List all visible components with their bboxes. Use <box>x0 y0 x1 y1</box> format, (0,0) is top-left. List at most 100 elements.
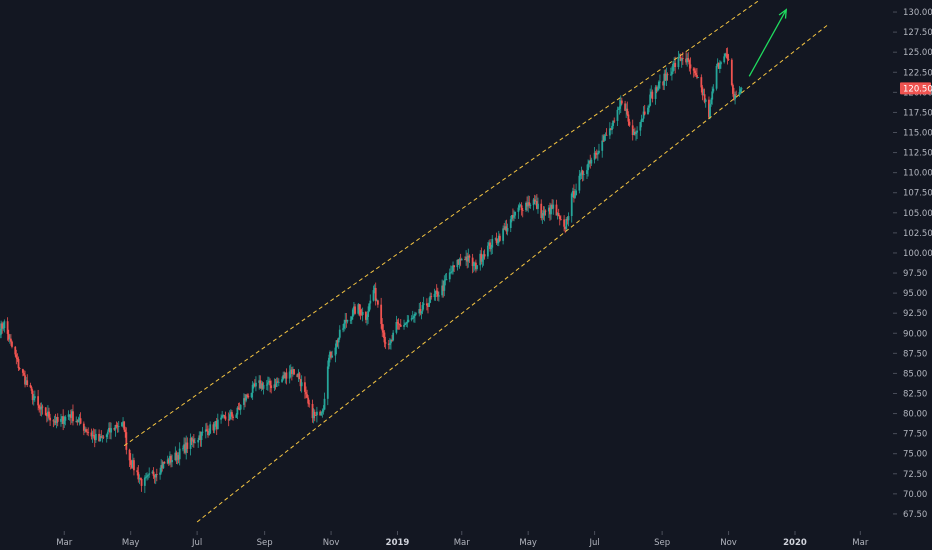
arrow-shaft[interactable] <box>748 9 787 77</box>
channel-upper-line[interactable] <box>123 0 771 447</box>
candle <box>221 410 224 419</box>
candle <box>37 389 40 411</box>
candle <box>390 338 392 350</box>
candle <box>206 422 208 432</box>
candle <box>220 414 222 424</box>
y-tick-label: 90.00 <box>903 329 927 339</box>
candle <box>273 378 276 391</box>
candle <box>368 303 371 313</box>
candle <box>540 199 543 221</box>
candle <box>176 452 179 465</box>
candle <box>641 118 644 123</box>
candle <box>723 53 726 64</box>
arrow-head[interactable] <box>778 8 788 19</box>
candle <box>404 322 407 326</box>
candle <box>64 415 67 426</box>
candle <box>300 375 303 393</box>
candle <box>79 412 82 425</box>
candle <box>483 249 486 260</box>
candle <box>696 67 698 80</box>
candle <box>162 461 165 470</box>
candle <box>726 47 729 65</box>
candle <box>383 330 386 348</box>
candle <box>154 473 157 485</box>
candle <box>0 320 2 339</box>
candle <box>613 117 616 124</box>
y-tick-label: 67.50 <box>903 510 927 520</box>
candle <box>3 319 6 333</box>
candle <box>482 250 485 266</box>
candle <box>63 415 66 429</box>
candle <box>250 392 253 399</box>
candle <box>189 433 192 456</box>
channel-lower-line[interactable] <box>196 23 830 523</box>
candle <box>281 376 283 384</box>
price-axis[interactable]: 67.50 70.00 72.50 75.00 77.50 80.00 82.50 85.00… <box>893 8 932 520</box>
time-axis[interactable]: Mar May Jul Sep Nov 2019 Mar May Jul Sep Nov 2020 Ma… <box>56 531 869 548</box>
candle <box>277 378 280 387</box>
candle <box>90 428 93 440</box>
candlestick-series <box>0 47 743 494</box>
y-tick-label: 105.00 <box>903 209 932 219</box>
candle <box>311 399 314 423</box>
candle <box>567 212 570 227</box>
candle <box>275 377 278 388</box>
candle <box>11 340 13 349</box>
candle <box>52 419 55 428</box>
x-tick-label: May <box>519 538 537 548</box>
candle <box>688 59 691 72</box>
y-tick-label: 122.50 <box>903 68 932 78</box>
candle <box>31 389 34 405</box>
candle <box>288 365 291 384</box>
last-price-label: 120.50 <box>903 84 932 94</box>
candle <box>251 381 254 400</box>
candle <box>558 215 561 226</box>
candle <box>650 85 653 98</box>
candle <box>366 314 368 326</box>
candle <box>495 232 498 245</box>
candle <box>642 106 645 123</box>
candle <box>471 253 474 274</box>
candle <box>131 453 134 469</box>
candle <box>657 80 660 91</box>
candle <box>635 130 637 141</box>
candle <box>535 194 538 210</box>
candle <box>305 386 307 399</box>
candle <box>61 416 63 424</box>
candle <box>268 376 270 383</box>
target-arrow[interactable] <box>748 8 788 77</box>
candle <box>82 421 85 436</box>
candle <box>459 253 462 267</box>
y-tick-label: 102.50 <box>903 229 932 239</box>
candle <box>209 421 212 435</box>
candle <box>168 451 171 466</box>
x-tick-label: Sep <box>257 538 273 548</box>
candle <box>571 187 574 198</box>
candle <box>529 203 532 209</box>
trend-channel[interactable] <box>123 0 830 523</box>
candle <box>651 89 654 103</box>
candle <box>372 285 375 302</box>
y-tick-label: 82.50 <box>903 389 927 399</box>
candle <box>612 120 615 129</box>
candle <box>419 301 422 316</box>
candle <box>664 69 667 81</box>
candle <box>129 453 132 470</box>
candle <box>246 393 249 399</box>
candle <box>582 171 585 181</box>
candle <box>84 426 86 433</box>
candle <box>76 419 79 426</box>
candle <box>337 337 340 349</box>
candle <box>580 166 583 180</box>
candle <box>586 164 588 179</box>
candle <box>566 216 569 225</box>
candle <box>197 437 200 448</box>
candle <box>152 467 155 479</box>
candle <box>382 324 385 338</box>
candle <box>143 475 146 494</box>
x-tick-label: Nov <box>323 538 340 548</box>
candle <box>739 87 742 95</box>
y-tick-label: 80.00 <box>903 410 927 420</box>
candle <box>475 259 477 273</box>
